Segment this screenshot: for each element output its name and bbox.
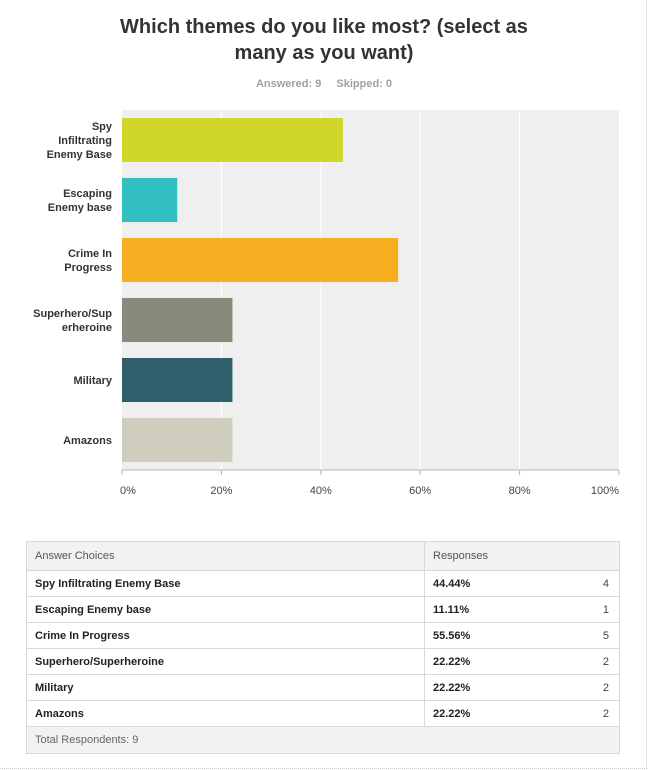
- gridlines: [220, 110, 521, 470]
- x-tick-label: 60%: [409, 485, 431, 497]
- bar: [122, 238, 399, 282]
- table-row: Spy Infiltrating Enemy Base 44.44% 4: [26, 570, 620, 597]
- bar-chart: Spy Infiltrating Enemy Base Escaping Enemy b…: [33, 110, 620, 497]
- category-label: Crime In Progress: [64, 248, 112, 274]
- answer-choice: Spy Infiltrating Enemy Base: [26, 570, 425, 597]
- response-count: 2: [579, 648, 620, 675]
- bar: [122, 118, 343, 162]
- x-tick-label: 40%: [310, 485, 332, 497]
- response-percent: 11.11%: [424, 596, 580, 623]
- response-percent: 55.56%: [424, 622, 580, 649]
- header-responses: Responses: [424, 541, 620, 571]
- category-label: Spy Infiltrating Enemy Base: [47, 121, 113, 161]
- x-tick-label: 0%: [120, 485, 136, 497]
- answer-choice: Superhero/Superheroine: [26, 648, 425, 675]
- bar: [122, 178, 178, 222]
- table-row: Superhero/Superheroine 22.22% 2: [26, 648, 620, 675]
- category-label: Superhero/Sup erheroine: [33, 308, 112, 334]
- response-percent: 22.22%: [424, 674, 580, 701]
- table-row: Crime In Progress 55.56% 5: [26, 622, 620, 649]
- response-percent: 44.44%: [424, 570, 580, 597]
- table-row: Military 22.22% 2: [26, 674, 620, 701]
- responses-table: Answer Choices Responses Spy Infiltratin…: [26, 541, 620, 754]
- answer-choice: Escaping Enemy base: [26, 596, 425, 623]
- table-row: Amazons 22.22% 2: [26, 700, 620, 727]
- answer-choice: Amazons: [26, 700, 425, 727]
- header-answer-choices: Answer Choices: [26, 541, 425, 571]
- answered-count: Answered: 9: [255, 78, 322, 90]
- plot-background: [122, 110, 619, 470]
- x-tick-label: 20%: [210, 485, 232, 497]
- response-summary: Answered: 9 Skipped: 0: [0, 78, 648, 90]
- x-axis: 0% 20% 40% 60% 80% 100%: [120, 469, 620, 497]
- bar: [122, 418, 233, 462]
- table-footer-row: Total Respondents: 9: [26, 726, 620, 754]
- question-title: Which themes do you like most? (select a…: [120, 16, 528, 64]
- answer-choice: Military: [26, 674, 425, 701]
- total-respondents: Total Respondents: 9: [26, 726, 620, 754]
- x-tick-label: 100%: [591, 485, 619, 497]
- table-header-row: Answer Choices Responses: [26, 541, 620, 571]
- bar: [122, 358, 233, 402]
- category-labels: Spy Infiltrating Enemy Base Escaping Enemy b…: [33, 121, 113, 447]
- plot-area: [122, 110, 619, 470]
- category-label: Military: [73, 375, 112, 387]
- response-count: 2: [579, 674, 620, 701]
- category-label: Escaping Enemy base: [48, 188, 112, 214]
- table-row: Escaping Enemy base 11.11% 1: [26, 596, 620, 623]
- response-count: 4: [579, 570, 620, 597]
- response-percent: 22.22%: [424, 700, 580, 727]
- response-count: 2: [579, 700, 620, 727]
- bars: [122, 118, 399, 462]
- response-count: 5: [579, 622, 620, 649]
- response-count: 1: [579, 596, 620, 623]
- x-tick-label: 80%: [509, 485, 531, 497]
- bar: [122, 298, 233, 342]
- category-label: Amazons: [63, 435, 112, 447]
- skipped-count: Skipped: 0: [336, 78, 393, 90]
- response-percent: 22.22%: [424, 648, 580, 675]
- answer-choice: Crime In Progress: [26, 622, 425, 649]
